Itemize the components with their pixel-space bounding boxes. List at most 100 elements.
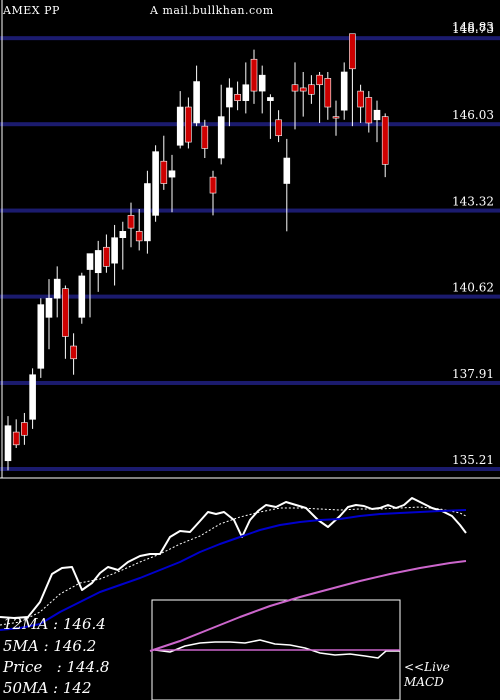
candle [168,154,176,213]
ma50-series [149,560,467,652]
candle-body [12,431,20,446]
candle [53,266,61,318]
source-watermark: A mail.bullkhan.com [150,4,274,17]
candle [78,272,86,324]
candle-body [373,109,381,121]
ma12-series [0,509,467,631]
candle [291,62,299,130]
candle-body [365,97,373,124]
gridline-3 [0,294,500,299]
candle [267,94,274,139]
candle-body [226,87,233,108]
indicator-lines [0,497,467,659]
candle [275,110,282,143]
candle-body [381,116,389,165]
candle-body [135,231,143,242]
candle-body [357,90,364,108]
ticker-label: AMEX PP [3,4,60,17]
candle-body [299,87,307,92]
y-tick-label-2: 143.32 [452,195,494,209]
gridline-2 [0,208,500,213]
candle [226,78,233,127]
candle-body [78,275,86,318]
candle-body [37,304,45,369]
candle [103,234,110,273]
candle-body [45,297,53,318]
candle-body [144,183,151,242]
candle [29,368,36,429]
candle [357,84,364,123]
candle [365,91,373,133]
candle [340,62,348,120]
macd-label: MACD [404,675,444,689]
candle-body [4,425,12,462]
candle-body [160,160,168,184]
live-label: <<Live [404,660,450,674]
candle-body [86,253,94,270]
candle [135,209,143,251]
candle [119,221,127,270]
candle-body [324,78,332,108]
candle [234,81,241,111]
candle [217,84,225,165]
y-tick-label-0: 148.73 [452,22,494,36]
candle-body [119,231,127,238]
candle-body [53,278,61,299]
gridline-0 [0,36,500,41]
candle-body [349,33,356,70]
y-tick-label-5: 135.21 [452,453,494,467]
candle-body [316,74,323,86]
candle [242,62,250,114]
price-gridlines [0,36,500,471]
candle [127,202,135,248]
candle [86,253,94,318]
candle-body [21,422,28,436]
ma5-readout: 5MA : 146.2 [3,637,97,655]
candle-body [217,116,225,159]
candle [308,75,315,104]
candle-body [127,215,135,229]
candle-body [283,157,291,184]
candle-body [201,125,209,149]
candle-body [250,58,258,92]
candle [62,285,69,359]
candle-body [275,119,282,137]
ma50-readout: 50MA : 142 [3,679,92,697]
candle [193,65,200,127]
candle-body [70,345,77,360]
candle-body [168,170,176,178]
y-tick-label-top-overlap: 148.83 [452,20,494,34]
candle-body [103,246,110,267]
price-line-series [0,497,467,619]
candle [332,100,340,136]
candle-body [94,250,102,274]
candle [373,100,381,143]
price-readout: Price : 144.8 [3,658,110,676]
candle [349,33,356,127]
candle-body [185,106,192,143]
candle [258,65,266,114]
candle [70,333,77,375]
candle-body [308,84,315,95]
candle-body [62,288,69,337]
candle-body [193,81,200,124]
candle-body [234,93,241,101]
candle [324,71,332,120]
macd-line-series [154,639,400,659]
y-tick-label-1: 146.03 [452,108,494,122]
candle-body [242,84,250,101]
price-axis-labels: 148.73 146.03 143.32 140.62 137.91 135.21 148.… [452,20,494,467]
candle [250,49,258,104]
y-tick-label-3: 140.62 [452,281,494,295]
candle-body [291,84,299,92]
candle-body [267,97,274,101]
candle [21,412,28,445]
candle [4,416,12,471]
candle [185,97,192,149]
candle [316,71,323,123]
candle-body [340,71,348,111]
candle-body [111,237,118,264]
candle-body [29,374,36,420]
candle-body [152,151,159,216]
candle [176,91,184,149]
